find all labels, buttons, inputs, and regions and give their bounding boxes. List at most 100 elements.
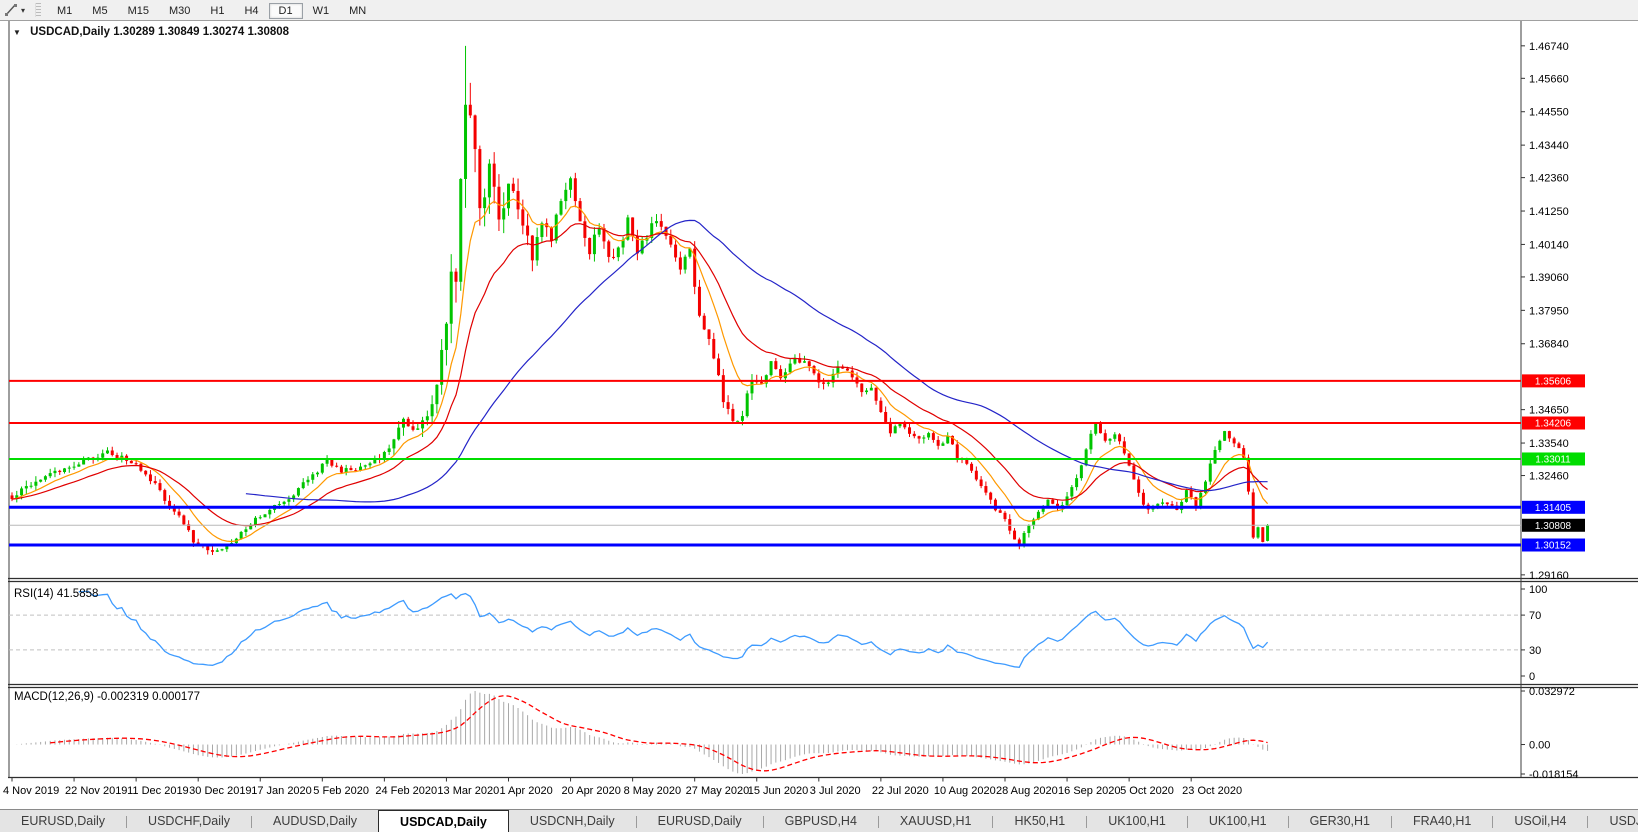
rsi-indicator-label: RSI(14) 41.5858	[14, 588, 98, 600]
tab-separator	[1391, 815, 1393, 828]
date-tick-label: 30 Dec 2019	[189, 785, 251, 797]
chart-tab-eurusd-daily[interactable]: EURUSD,Daily	[657, 814, 742, 828]
date-tick-label: 17 Jan 2020	[251, 785, 312, 797]
date-tick-label: 15 Jun 2020	[748, 785, 809, 797]
date-tick-label: 24 Feb 2020	[375, 785, 437, 797]
level-price-label: 1.34206	[1535, 419, 1572, 430]
price-tick-label: 1.43440	[1529, 140, 1569, 152]
chart-tab-ger30-h1[interactable]: GER30,H1	[1309, 814, 1371, 828]
tab-separator	[992, 815, 994, 828]
date-tick-label: 16 Sep 2020	[1058, 785, 1120, 797]
chart-tab-usdchf-daily[interactable]: USDCHF,Daily	[148, 814, 230, 828]
tab-separator	[1492, 815, 1494, 828]
price-tick-label: 1.36840	[1529, 339, 1569, 351]
tab-separator	[1287, 815, 1289, 828]
price-axis: 1.46740 1.45660 1.44550 1.43440 1.42360 1.412…	[1521, 41, 1569, 582]
toolbar: ▾ M1 M5 M15 M30 H1 H4 D1 W1 MN	[0, 0, 1638, 21]
date-tick-label: 23 Oct 2020	[1182, 785, 1242, 797]
toolbar-grip[interactable]	[35, 3, 42, 17]
tab-separator	[251, 815, 252, 828]
level-price-label: 1.35606	[1535, 376, 1572, 387]
macd-indicator-label: MACD(12,26,9) -0.002319 0.000177	[14, 691, 200, 703]
chart-tab-usdcad-daily[interactable]: USDCAD,Daily	[378, 810, 509, 832]
price-tick-label: 1.46740	[1529, 41, 1569, 53]
price-levels-layer[interactable]: 1.35606 1.34206 1.33011 1.31405 1.30152 1.308…	[9, 374, 1585, 552]
date-tick-label: 28 Aug 2020	[996, 785, 1058, 797]
collapse-triangle-icon[interactable]: ▼	[13, 28, 21, 37]
date-tick-label: 5 Feb 2020	[313, 785, 369, 797]
tab-separator	[635, 815, 637, 828]
rsi-tick-label: 100	[1529, 584, 1547, 596]
tab-separator	[762, 815, 764, 828]
date-axis: 4 Nov 2019 22 Nov 2019 11 Dec 2019 30 Dec 2…	[3, 777, 1242, 797]
chart-tab-audusd-daily[interactable]: AUDUSD,Daily	[273, 814, 358, 828]
price-tick-label: 1.34650	[1529, 405, 1569, 417]
timeframe-button-m5[interactable]: M5	[92, 5, 108, 17]
date-tick-label: 5 Oct 2020	[1120, 785, 1174, 797]
tab-separator	[1186, 815, 1188, 828]
macd-tick-label: -0.018154	[1529, 769, 1579, 781]
timeframe-button-h4[interactable]: H4	[244, 5, 259, 17]
cursor-tool-icon[interactable]	[2, 2, 20, 18]
price-tick-label: 1.32460	[1529, 471, 1569, 483]
date-tick-label: 3 Jul 2020	[810, 785, 861, 797]
date-tick-label: 22 Nov 2019	[65, 785, 127, 797]
chart-tab-eurusd-daily[interactable]: EURUSD,Daily	[21, 814, 106, 828]
chart-tab-bar: EURUSD,Daily USDCHF,Daily AUDUSD,Daily USDC…	[0, 809, 1638, 832]
price-tick-label: 1.45660	[1529, 73, 1569, 85]
tab-separator	[126, 815, 128, 828]
macd-tick-label: 0.00	[1529, 740, 1550, 752]
chart-tab-gbpusd-h4[interactable]: GBPUSD,H4	[784, 814, 857, 828]
rsi-tick-label: 0	[1529, 671, 1535, 683]
tabs: EURUSD,Daily USDCHF,Daily AUDUSD,Daily USDC…	[0, 810, 1638, 832]
chart-ohlc-values: 1.30289 1.30849 1.30274 1.30808	[113, 26, 290, 38]
chart-symbol-label: USDCAD,Daily	[30, 26, 111, 38]
chevron-down-icon[interactable]: ▾	[21, 5, 26, 15]
chart-tab-usoil-h4[interactable]: USOil,H4	[1514, 814, 1567, 828]
timeframe-button-m15[interactable]: M15	[127, 5, 149, 17]
price-tick-label: 1.40140	[1529, 239, 1569, 251]
timeframe-button-d1[interactable]: D1	[268, 3, 303, 19]
level-price-label: 1.31405	[1535, 503, 1572, 514]
date-tick-label: 10 Aug 2020	[934, 785, 996, 797]
date-tick-label: 22 Jul 2020	[872, 785, 929, 797]
moving-averages-layer	[11, 198, 1269, 543]
price-tick-label: 1.42360	[1529, 173, 1569, 185]
macd-tick-label: 0.032972	[1529, 686, 1575, 698]
chart-tab-xauusd-h1[interactable]: XAUUSD,H1	[899, 814, 972, 828]
level-price-label: 1.33011	[1535, 454, 1571, 465]
timeframe-button-w1[interactable]: W1	[312, 5, 330, 17]
timeframe-button-m1[interactable]: M1	[57, 5, 73, 17]
price-tick-label: 1.44550	[1529, 107, 1569, 119]
date-tick-label: 27 May 2020	[686, 785, 750, 797]
chart-tab-uk100-h1[interactable]: UK100,H1	[1108, 814, 1166, 828]
date-tick-label: 1 Apr 2020	[499, 785, 552, 797]
chart-tab-fra40-h1[interactable]: FRA40,H1	[1413, 814, 1472, 828]
current-price-label: 1.30808	[1535, 521, 1572, 532]
price-tick-label: 1.37950	[1529, 305, 1569, 317]
tab-separator	[1086, 815, 1088, 828]
timeframe-button-m30[interactable]: M30	[168, 5, 191, 17]
timeframe-button-group: M1 M5 M15 M30 H1 H4 D1 W1 MN	[47, 1, 376, 19]
timeframe-button-h1[interactable]: H1	[210, 5, 225, 17]
date-tick-label: 20 Apr 2020	[562, 785, 621, 797]
date-tick-label: 11 Dec 2019	[127, 785, 189, 797]
date-tick-label: 13 Mar 2020	[437, 785, 499, 797]
date-tick-label: 4 Nov 2019	[3, 785, 59, 797]
chart-tab-uk100-h1[interactable]: UK100,H1	[1208, 814, 1267, 828]
date-tick-label: 8 May 2020	[624, 785, 681, 797]
level-price-label: 1.30152	[1535, 541, 1572, 552]
price-tick-label: 1.41250	[1529, 206, 1569, 218]
chart-tab-usdjpy-h1[interactable]: USDJPY,H1	[1609, 814, 1638, 828]
rsi-tick-label: 30	[1529, 645, 1541, 657]
chart-title: ▼ USDCAD,Daily 1.30289 1.30849 1.30274 1…	[13, 26, 289, 38]
timeframe-button-mn[interactable]: MN	[349, 5, 367, 17]
chart-tab-hk50-h1[interactable]: HK50,H1	[1014, 814, 1066, 828]
chart-tab-usdcnh-daily[interactable]: USDCNH,Daily	[529, 814, 615, 828]
tab-separator	[877, 815, 879, 828]
macd-pane[interactable]: 0.032972 0.00 -0.018154 MACD(12,26,9) -0.00…	[12, 686, 1579, 781]
rsi-tick-label: 70	[1529, 610, 1541, 622]
price-tick-label: 1.33540	[1529, 438, 1569, 450]
rsi-pane[interactable]: 100 70 30 0 RSI(14) 41.5858	[9, 584, 1547, 683]
